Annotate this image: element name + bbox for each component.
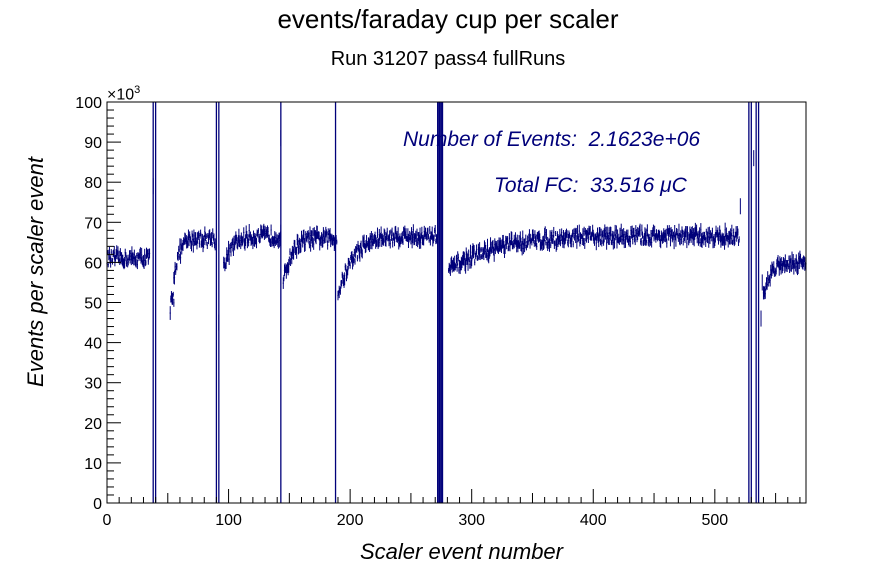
y-tick-label: 60: [84, 255, 102, 272]
y-axis-label: Events per scaler event: [23, 157, 48, 387]
y-tick-label: 20: [84, 416, 102, 433]
y-tick-label: 40: [84, 336, 102, 353]
x-tick-label: 200: [337, 512, 364, 529]
chart-title: events/faraday cup per scaler: [277, 4, 619, 34]
y-tick-label: 70: [84, 215, 102, 232]
fc-annotation: Total FC: 33.516 μC: [494, 174, 687, 198]
events-label: Number of Events:: [403, 128, 577, 151]
x-tick-label: 300: [458, 512, 485, 529]
x-axis-label: Scaler event number: [360, 539, 563, 564]
y-tick-label: 10: [84, 456, 102, 473]
y-tick-label: 50: [84, 296, 102, 313]
plot-frame: [106, 101, 807, 504]
data-layer: [106, 102, 807, 503]
chart-subtitle: Run 31207 pass4 fullRuns: [330, 48, 566, 70]
y-tick-label: 0: [93, 496, 102, 513]
fc-value: 33.516: [590, 174, 655, 197]
y-tick-label: 80: [84, 175, 102, 192]
events-annotation: Number of Events: 2.1623e+06: [403, 128, 700, 152]
events-value: 2.1623e+06: [588, 128, 701, 151]
fc-unit: μC: [660, 174, 687, 197]
y-tick-label: 30: [84, 376, 102, 393]
x-tick-label: 400: [580, 512, 607, 529]
y-axis-multiplier: ×103: [107, 84, 141, 104]
x-tick-label: 100: [215, 512, 242, 529]
y-tick-label: 90: [84, 135, 102, 152]
y-tick-label: 100: [75, 95, 102, 112]
fc-label: Total FC:: [494, 174, 579, 197]
axes-layer: 0 100 200 300 400 500 0 10 20 30 40 50 60 70 80 90 100: [75, 95, 807, 529]
x-tick-label: 500: [701, 512, 728, 529]
x-tick-label: 0: [103, 512, 112, 529]
